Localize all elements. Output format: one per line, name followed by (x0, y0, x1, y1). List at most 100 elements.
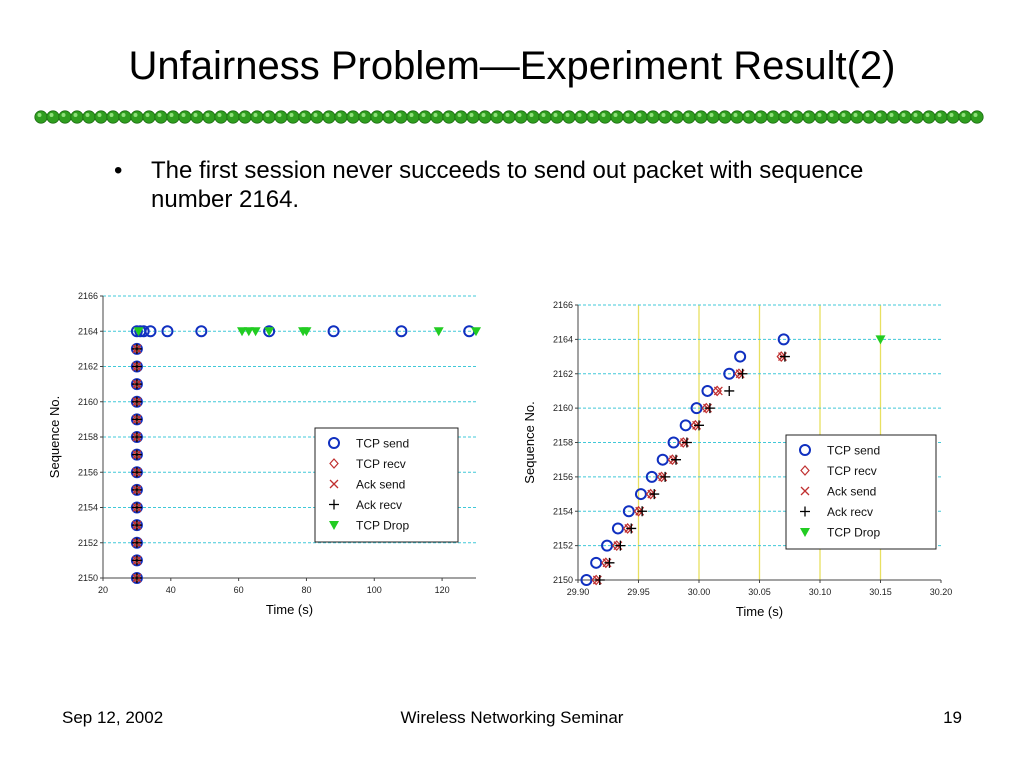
y-tick-label: 2164 (553, 334, 573, 344)
data-point (243, 327, 254, 337)
bead (154, 110, 168, 124)
bead-highlight (637, 113, 642, 117)
bead-highlight (589, 113, 594, 117)
legend-label: TCP recv (356, 457, 406, 471)
series-tcp-drop (875, 335, 886, 345)
x-tick-label: 30.05 (748, 587, 771, 597)
data-point (131, 396, 142, 407)
bead-highlight (373, 113, 378, 117)
legend-label: TCP recv (827, 464, 877, 478)
bead (142, 110, 156, 124)
data-point (327, 325, 340, 338)
bead (706, 110, 720, 124)
bead (946, 110, 960, 124)
legend-marker (800, 506, 810, 517)
bead (178, 110, 192, 124)
bead-highlight (553, 113, 558, 117)
y-tick-label: 2158 (553, 438, 573, 448)
x-tick-label: 30.10 (809, 587, 832, 597)
bead-highlight (805, 113, 810, 117)
bead (202, 110, 216, 124)
bead-highlight (457, 113, 462, 117)
bead (58, 110, 72, 124)
bead (166, 110, 180, 124)
bead-highlight (793, 113, 798, 117)
bead (802, 110, 816, 124)
data-point (250, 327, 261, 337)
bead-highlight (85, 113, 90, 117)
bead (478, 110, 492, 124)
legend: TCP send TCP recv Ack send Ack recv TCP Drop (314, 427, 459, 543)
footer-page-number: 19 (943, 708, 962, 727)
bead-highlight (937, 113, 942, 117)
x-tick-label: 29.90 (567, 587, 590, 597)
legend-marker (800, 528, 810, 537)
bead-highlight (949, 113, 954, 117)
data-point (131, 449, 142, 460)
bead (958, 110, 972, 124)
bead (574, 110, 588, 124)
bead (766, 110, 780, 124)
data-point (195, 325, 208, 338)
data-point (131, 484, 142, 495)
bead (586, 110, 600, 124)
data-point (604, 557, 615, 568)
bead-highlight (49, 113, 54, 117)
data-point (626, 523, 637, 534)
x-axis-label: Time (s) (266, 602, 313, 617)
bead-highlight (469, 113, 474, 117)
bead (826, 110, 840, 124)
bead-highlight (433, 113, 438, 117)
data-point (131, 414, 142, 425)
legend-box (785, 434, 937, 550)
bead (82, 110, 96, 124)
series-ack-recv (131, 343, 142, 583)
bead (694, 110, 708, 124)
bead (418, 110, 432, 124)
bead-highlight (145, 113, 150, 117)
bead-highlight (409, 113, 414, 117)
x-tick-label: 30.00 (688, 587, 711, 597)
bead (358, 110, 372, 124)
chart-left: 2150 2152 2154 2156 2158 2160 2162 2164 2166 20 40… (40, 283, 486, 623)
legend-marker (800, 486, 810, 496)
bead-highlight (613, 113, 618, 117)
y-axis-label: Sequence No. (47, 396, 62, 478)
legend-marker (328, 437, 340, 449)
x-tick-label: 100 (367, 585, 382, 595)
bead-highlight (169, 113, 174, 117)
data-point (704, 403, 715, 414)
bead-highlight (253, 113, 258, 117)
data-point (779, 351, 790, 362)
bead (406, 110, 420, 124)
bead-highlight (385, 113, 390, 117)
bead (718, 110, 732, 124)
x-tick-label: 29.95 (627, 587, 650, 597)
bead (190, 110, 204, 124)
bead (562, 110, 576, 124)
bead (670, 110, 684, 124)
data-point (395, 325, 408, 338)
bead-highlight (889, 113, 894, 117)
bead-highlight (913, 113, 918, 117)
bead-highlight (673, 113, 678, 117)
bead (370, 110, 384, 124)
data-point (131, 555, 142, 566)
legend-label: TCP send (356, 437, 409, 451)
bead-highlight (109, 113, 114, 117)
data-point (637, 506, 648, 517)
bead (346, 110, 360, 124)
data-point (131, 520, 142, 531)
data-point (131, 432, 142, 442)
legend-marker (799, 444, 811, 456)
bead-highlight (493, 113, 498, 117)
bead (838, 110, 852, 124)
bead (94, 110, 108, 124)
bead-highlight (97, 113, 102, 117)
legend-label: Ack recv (827, 505, 873, 519)
bead-highlight (661, 113, 666, 117)
bead-highlight (577, 113, 582, 117)
chart-right: 2150 2152 2154 2156 2158 2160 2162 2164 2166 29.9… (520, 295, 960, 625)
data-point (671, 454, 682, 465)
data-point (694, 420, 704, 431)
